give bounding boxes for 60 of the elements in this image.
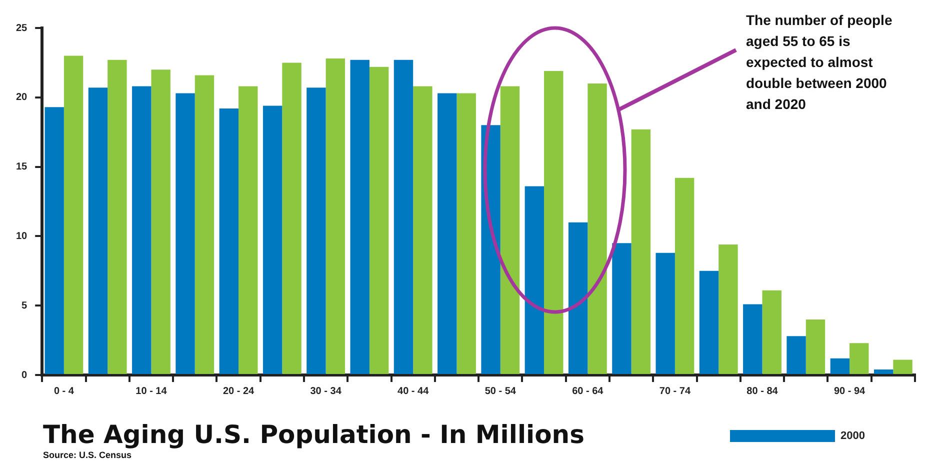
x-tick-label: 50 - 54 bbox=[484, 386, 516, 397]
bar bbox=[656, 252, 675, 374]
bar bbox=[132, 86, 152, 374]
bar bbox=[850, 343, 869, 374]
y-tick-label: 25 bbox=[16, 22, 28, 34]
bar bbox=[524, 186, 544, 374]
bar bbox=[674, 178, 694, 374]
bar bbox=[481, 125, 500, 374]
x-tick-label: 80 - 84 bbox=[746, 386, 778, 397]
bar bbox=[699, 270, 719, 374]
bar bbox=[718, 244, 738, 374]
bar bbox=[262, 106, 282, 374]
bar bbox=[369, 66, 389, 374]
bar bbox=[612, 243, 632, 374]
bar bbox=[108, 60, 127, 374]
bar bbox=[786, 336, 806, 374]
bar bbox=[219, 108, 239, 374]
y-tick-label: 0 bbox=[22, 370, 28, 381]
x-tick-label: 0 - 4 bbox=[54, 386, 74, 397]
y-tick-label: 10 bbox=[16, 230, 28, 242]
bar bbox=[238, 86, 258, 374]
bar bbox=[326, 58, 346, 374]
bar bbox=[306, 88, 326, 374]
y-tick-label: 20 bbox=[16, 92, 28, 104]
x-tick-label: 10 - 14 bbox=[136, 386, 168, 397]
x-tick-label: 70 - 74 bbox=[659, 386, 691, 397]
bar bbox=[394, 60, 414, 374]
x-tick-label: 20 - 24 bbox=[222, 386, 255, 397]
text: The Aging U.S. Population - In Millions bbox=[43, 420, 584, 449]
bar bbox=[282, 62, 302, 374]
bar bbox=[743, 304, 762, 374]
bar bbox=[631, 129, 651, 374]
bar bbox=[806, 319, 826, 374]
bar bbox=[893, 360, 912, 374]
bar bbox=[176, 93, 195, 374]
y-tick-label: 5 bbox=[22, 300, 28, 312]
bar bbox=[413, 86, 432, 374]
bar bbox=[874, 369, 894, 374]
bar bbox=[456, 93, 476, 374]
x-tick-label: 90 - 94 bbox=[834, 386, 866, 397]
bar bbox=[194, 75, 214, 374]
bar bbox=[438, 93, 457, 374]
bar bbox=[588, 84, 607, 374]
bar bbox=[151, 70, 170, 374]
text: 2000 bbox=[840, 430, 865, 442]
bar bbox=[830, 358, 850, 374]
bar bbox=[88, 88, 108, 374]
x-tick-label: 40 - 44 bbox=[398, 386, 430, 397]
bar bbox=[350, 60, 370, 374]
bar bbox=[568, 222, 588, 374]
bar bbox=[544, 71, 564, 374]
bar bbox=[64, 56, 84, 374]
annotation: The number of people aged 55 to 65 is expected to almost double between 2000 and 2020 bbox=[746, 11, 894, 114]
source-note: Source: U.S. Census bbox=[43, 450, 132, 460]
y-tick-label: 15 bbox=[16, 162, 28, 173]
x-tick-label: 30 - 34 bbox=[310, 386, 342, 397]
x-tick-label: 60 - 64 bbox=[572, 386, 604, 397]
bar bbox=[44, 107, 64, 374]
bar bbox=[762, 290, 782, 374]
bar bbox=[500, 86, 520, 374]
